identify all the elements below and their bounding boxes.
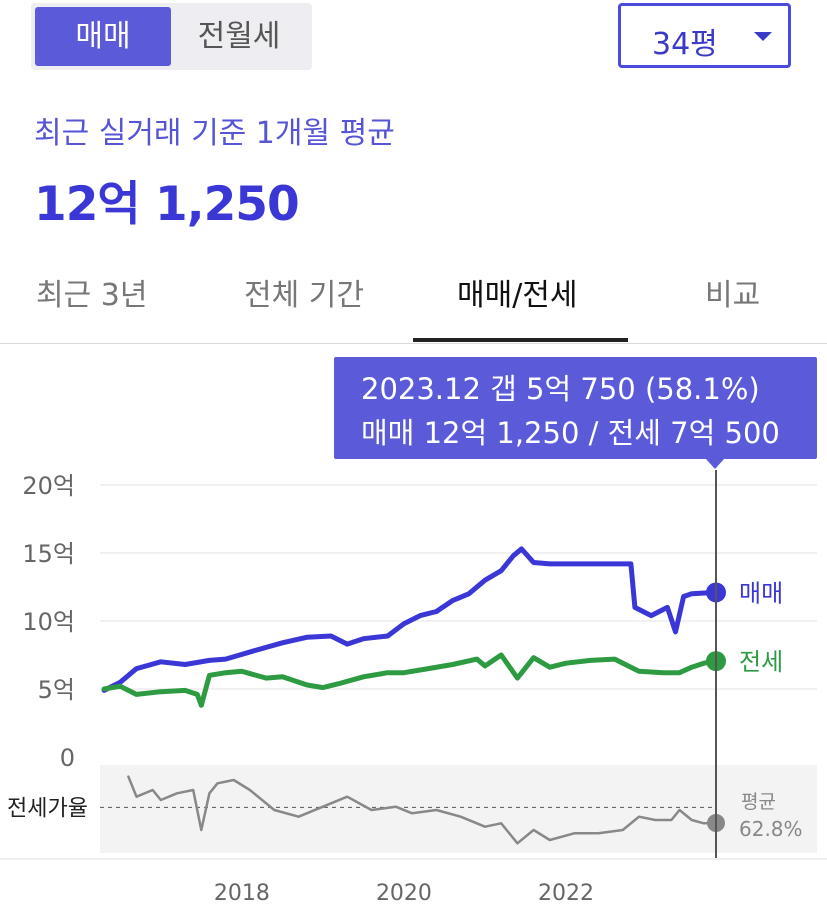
chart-tooltip: 2023.12 갭 5억 750 (58.1%) 매매 12억 1,250 / … xyxy=(334,357,817,459)
x-tick-label: 2022 xyxy=(538,881,594,906)
tab-jeonse-monthly[interactable]: 전월세 xyxy=(197,19,281,54)
y-tick-label: 15억 xyxy=(22,540,75,568)
price-basis-label: 최근 실거래 기준 1개월 평균 xyxy=(34,116,395,151)
trade-type-segment: 매매 전월세 xyxy=(31,3,312,70)
sale-end-label: 매매 xyxy=(739,579,783,607)
ratio-line xyxy=(127,775,718,845)
chevron-down-icon xyxy=(754,32,772,41)
size-select-value: 34평 xyxy=(652,27,718,62)
grid-lines xyxy=(0,484,827,860)
tab-divider xyxy=(0,343,827,344)
y-tick-label: 10억 xyxy=(22,608,75,636)
tooltip-arrow xyxy=(706,459,724,469)
tab-sale-jeonse[interactable]: 매매/전세 xyxy=(457,278,578,313)
tab-compare[interactable]: 비교 xyxy=(705,278,761,313)
y-axis: 20억 15억 10억 5억 0 xyxy=(22,472,75,772)
y-tick-label: 20억 xyxy=(22,472,75,500)
jeonse-end-label: 전세 xyxy=(739,648,783,676)
tooltip-gap-line: 2023.12 갭 5억 750 (58.1%) xyxy=(361,372,760,406)
ratio-average-value: 62.8% xyxy=(739,817,803,841)
active-tab-indicator xyxy=(413,338,628,342)
tab-sale[interactable]: 매매 xyxy=(35,7,171,66)
sale-line xyxy=(101,546,719,693)
jeonse-line xyxy=(101,652,719,708)
tab-all-period[interactable]: 전체 기간 xyxy=(244,278,364,313)
ratio-average-label: 평균 xyxy=(741,791,776,813)
y-tick-label: 5억 xyxy=(38,676,75,704)
size-select[interactable]: 34평 xyxy=(618,3,791,68)
tab-recent-3-years[interactable]: 최근 3년 xyxy=(36,278,148,313)
x-tick-label: 2020 xyxy=(376,881,432,906)
average-price: 12억 1,250 xyxy=(34,177,300,232)
ratio-panel-label: 전세가율 xyxy=(7,796,88,821)
x-axis: 2018 2020 2022 xyxy=(214,881,594,906)
x-tick-label: 2018 xyxy=(214,881,270,906)
y-tick-label: 0 xyxy=(60,744,75,772)
ratio-panel-background xyxy=(100,765,817,853)
tooltip-price-line: 매매 12억 1,250 / 전세 7억 500 xyxy=(361,416,780,450)
series-lines xyxy=(101,470,726,858)
